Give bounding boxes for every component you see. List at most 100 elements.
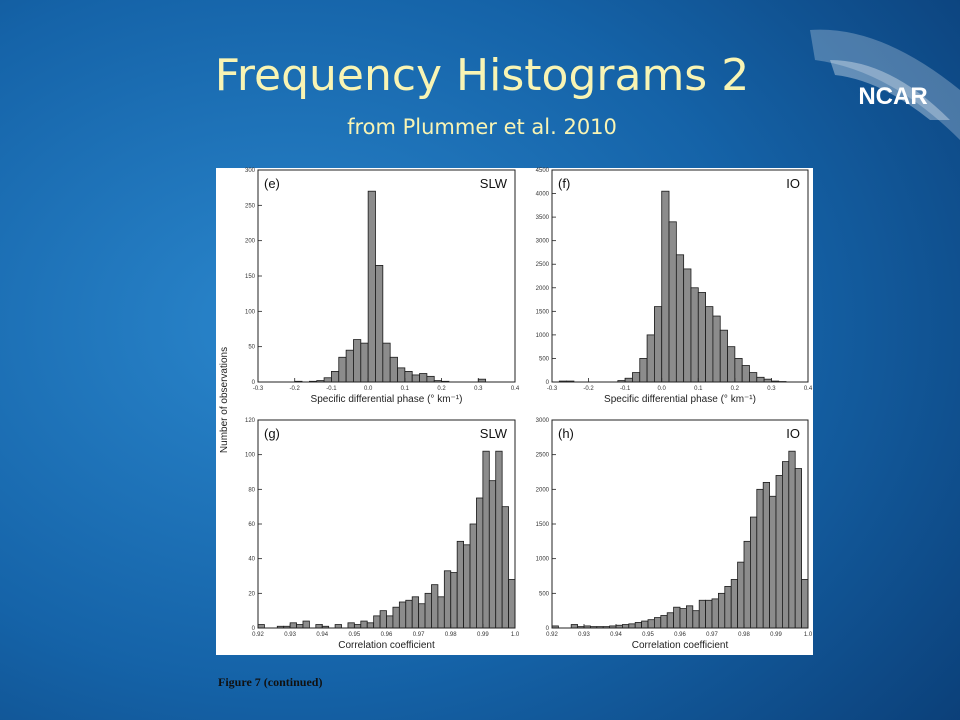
bar — [741, 365, 750, 383]
bar — [762, 481, 771, 629]
bar — [769, 495, 777, 629]
bar — [302, 620, 310, 629]
y-tick-label: 250 — [245, 203, 256, 209]
y-tick-label: 40 — [248, 557, 255, 563]
y-tick-label: 2000 — [536, 286, 550, 292]
x-tick-label: 0.0 — [658, 386, 667, 392]
bar — [622, 624, 630, 629]
y-tick-label: 0 — [252, 380, 256, 386]
bar — [418, 603, 426, 629]
x-tick-label: 0.96 — [674, 632, 686, 638]
y-tick-label: 200 — [245, 239, 256, 245]
bar — [686, 605, 694, 629]
bar — [624, 377, 633, 383]
x-tick-label: -0.2 — [583, 386, 594, 392]
bar — [443, 570, 452, 629]
panel-annotation: SLW — [480, 176, 508, 191]
bar — [705, 599, 713, 629]
x-tick-label: 0.97 — [706, 632, 718, 638]
bar — [634, 622, 643, 629]
bar — [315, 624, 323, 629]
bar — [775, 475, 783, 629]
y-tick-label: 4500 — [536, 168, 550, 174]
bar — [431, 584, 439, 629]
bar — [794, 468, 803, 629]
x-axis-label: Correlation coefficient — [338, 640, 435, 651]
bar — [508, 579, 516, 629]
x-tick-label: 0.1 — [694, 386, 703, 392]
y-tick-label: 50 — [248, 345, 255, 351]
bar — [743, 540, 751, 629]
bar — [756, 376, 765, 383]
bar — [628, 623, 636, 629]
bar — [730, 579, 739, 629]
x-tick-label: 0.92 — [546, 632, 558, 638]
panel-annotation: IO — [786, 176, 800, 191]
y-tick-label: 2000 — [536, 487, 550, 493]
bar — [749, 372, 758, 383]
figure-caption: Figure 7 (continued) — [218, 675, 322, 689]
y-tick-label: 100 — [245, 309, 256, 315]
bar — [724, 586, 732, 629]
y-tick-label: 120 — [245, 418, 256, 424]
bar — [632, 372, 641, 383]
bar — [257, 624, 265, 629]
y-tick-label: 1500 — [536, 522, 550, 528]
bar — [323, 377, 332, 383]
bar — [398, 601, 407, 629]
y-tick-label: 60 — [248, 522, 255, 528]
bar — [501, 506, 509, 629]
panel-annotation: IO — [786, 426, 800, 441]
bar — [437, 596, 445, 629]
y-tick-label: 1500 — [536, 309, 550, 315]
bar — [375, 264, 384, 383]
bar — [419, 373, 428, 383]
bar — [360, 620, 368, 629]
x-tick-label: 0.96 — [381, 632, 393, 638]
y-tick-label: 3000 — [536, 239, 550, 245]
bar — [654, 617, 662, 629]
logo-swoosh — [810, 29, 960, 141]
panel-title: (h) — [558, 426, 574, 441]
bar — [782, 461, 790, 629]
x-tick-label: -0.3 — [253, 386, 264, 392]
slide-subtitle: from Plummer et al. 2010 — [347, 115, 617, 139]
bar — [296, 624, 304, 629]
bar — [660, 615, 668, 629]
x-tick-label: 0.95 — [642, 632, 654, 638]
x-tick-label: 0.93 — [578, 632, 590, 638]
bar — [426, 375, 435, 383]
plot-frame — [551, 169, 809, 383]
y-tick-label: 0 — [546, 380, 550, 386]
bar — [389, 356, 398, 383]
x-tick-label: 0.2 — [437, 386, 446, 392]
y-tick-label: 3000 — [536, 418, 550, 424]
bar — [711, 598, 719, 629]
bar — [360, 342, 369, 383]
bar — [570, 624, 579, 629]
bar — [666, 612, 675, 629]
bar — [495, 450, 503, 629]
y-axis-label: Number of observations — [219, 347, 230, 453]
y-tick-label: 0 — [546, 626, 550, 632]
panel-title: (g) — [264, 426, 280, 441]
bar — [692, 610, 700, 629]
x-tick-label: 0.92 — [252, 632, 264, 638]
histogram: 0.92 0.93 0.94 0.95 0.96 0.97 0.98 0.99 1.0 0 20 40… — [245, 418, 520, 651]
y-tick-label: 4000 — [536, 192, 550, 198]
bar — [382, 342, 391, 383]
x-tick-label: 0.97 — [413, 632, 425, 638]
x-tick-label: 0.93 — [284, 632, 296, 638]
y-tick-label: 1000 — [536, 333, 550, 339]
slide-title: Frequency Histograms 2 — [215, 50, 749, 101]
panel-title: (f) — [558, 176, 570, 191]
logo: NCAR — [858, 83, 927, 110]
bar — [331, 370, 340, 383]
bar — [345, 349, 354, 383]
x-tick-label: 0.0 — [364, 386, 373, 392]
x-tick-label: -0.2 — [290, 386, 301, 392]
bar — [639, 358, 648, 383]
x-tick-label: 0.4 — [511, 386, 520, 392]
